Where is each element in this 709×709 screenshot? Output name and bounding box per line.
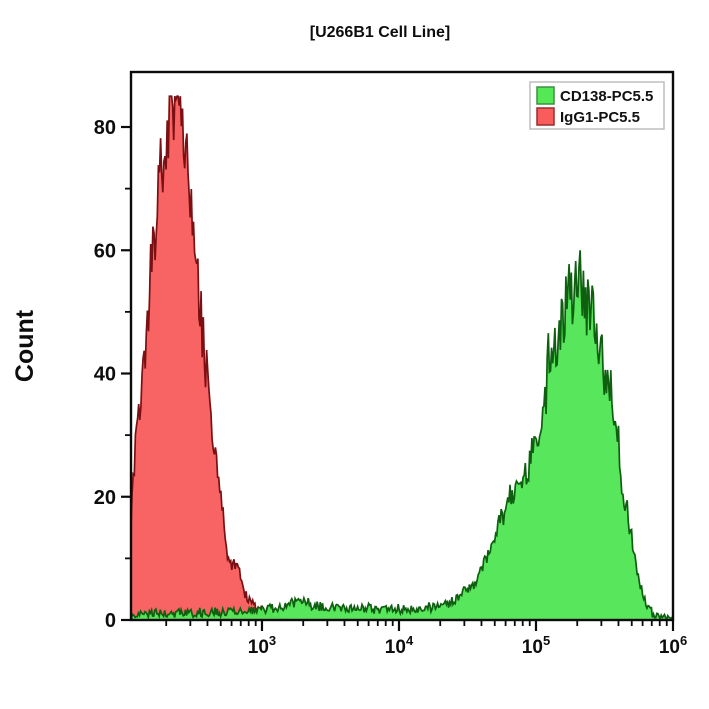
y-tick-label: 80 [94, 117, 116, 139]
legend-swatch-igg1 [537, 108, 554, 125]
y-tick-label: 20 [94, 487, 116, 509]
x-tick-label: 106 [659, 633, 687, 658]
x-tick-label: 105 [522, 633, 550, 658]
x-tick-label: 103 [248, 633, 276, 658]
igg1-pc5-5-histogram-path [130, 95, 290, 621]
y-tick-label: 0 [105, 610, 116, 632]
legend-box: CD138-PC5.5 IgG1-PC5.5 [529, 81, 665, 130]
y-axis-label: Count [11, 309, 39, 382]
plot-frame [129, 70, 675, 622]
histogram-series-layer [130, 95, 675, 621]
y-tick-label: 40 [94, 364, 116, 386]
y-tick-label: 60 [94, 240, 116, 262]
legend-swatch-cd138 [537, 87, 554, 104]
legend-swatch-cd138-border [536, 86, 555, 105]
legend-swatch-igg1-border [536, 107, 555, 126]
cd138-pc5-5-histogram-path [130, 250, 675, 621]
chart-title: [U266B1 Cell Line] [310, 24, 450, 41]
x-tick-label: 104 [385, 633, 414, 658]
axes-layer: 0 20 40 60 80 103 104 105 106 [94, 117, 687, 658]
legend-label-igg1: IgG1-PC5.5 [560, 109, 640, 126]
legend-label-cd138: CD138-PC5.5 [560, 88, 653, 105]
